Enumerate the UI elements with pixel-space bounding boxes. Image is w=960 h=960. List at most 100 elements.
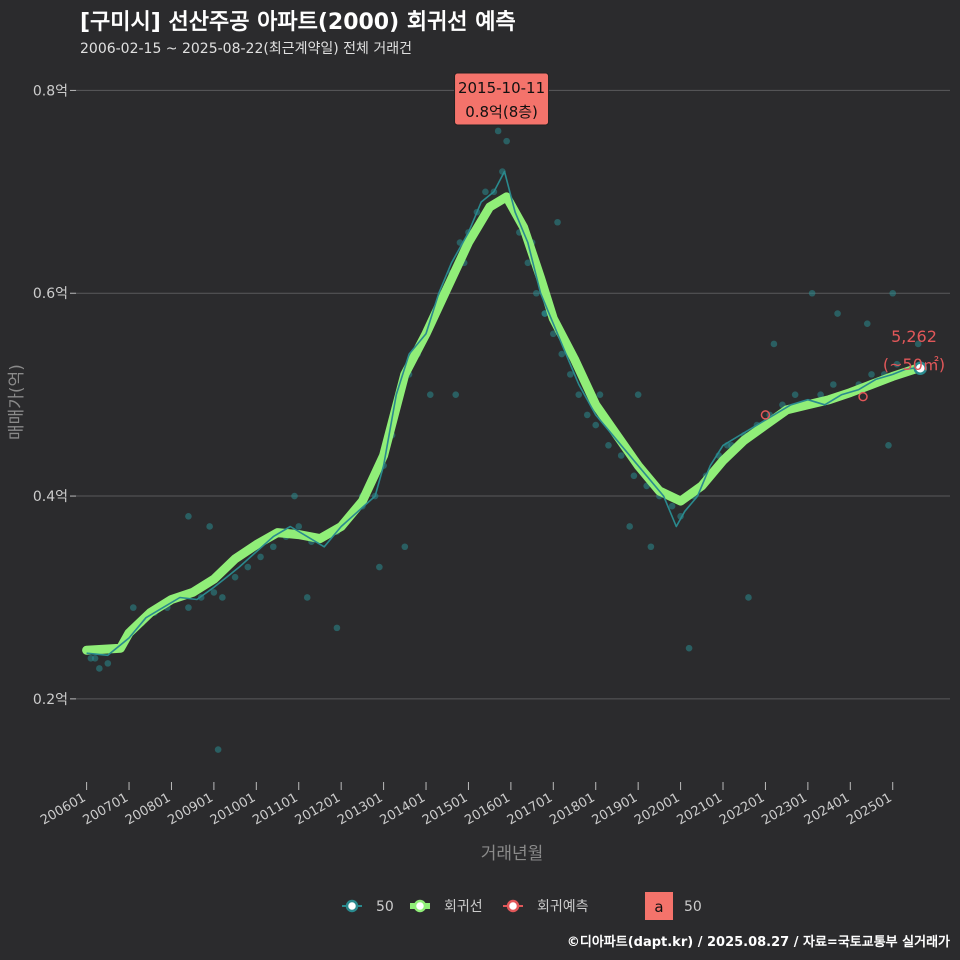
series-50-point <box>605 442 612 449</box>
series-50-point <box>791 391 799 398</box>
series-50-point <box>830 381 837 388</box>
series-50-point <box>626 523 633 530</box>
y-tick-label: 0.6억 <box>33 286 68 302</box>
legend-label: 회귀예측 <box>537 899 589 915</box>
series-50-point <box>104 660 112 667</box>
x-axis-label: 거래년월 <box>481 844 544 864</box>
legend: 50 회귀선 회귀예측 a 50 <box>342 892 702 920</box>
peak-label-box <box>454 72 550 126</box>
x-tick-label: 201701 <box>505 790 555 828</box>
series-50-points <box>87 87 922 753</box>
series-50-point <box>295 523 303 530</box>
series-50-point <box>503 137 510 145</box>
x-tick-label: 201901 <box>590 790 640 828</box>
x-tick-label: 202301 <box>759 790 809 828</box>
series-50-point <box>185 604 192 611</box>
series-50-point <box>494 127 502 135</box>
series-50-point <box>550 330 557 338</box>
series-50-point <box>533 289 540 297</box>
regression-line <box>82 192 925 655</box>
y-tick-label: 0.4억 <box>33 489 68 505</box>
series-50-point <box>834 310 841 317</box>
series-50-point <box>210 589 218 596</box>
series-50-point <box>482 188 489 196</box>
series-50-point <box>583 411 591 419</box>
x-tick-label: 202101 <box>675 790 725 828</box>
series-50-point <box>269 543 277 551</box>
series-50-point <box>863 320 871 327</box>
series-50-point <box>91 655 99 662</box>
last-point-marker <box>913 361 928 376</box>
series-50-point <box>685 644 693 652</box>
x-tick-label: 201401 <box>378 790 428 828</box>
series-50-point <box>452 391 460 398</box>
regression-line-group <box>82 192 925 655</box>
legend-key-glyph: a <box>654 898 663 916</box>
series-50-point <box>554 218 561 226</box>
series-50-line <box>86 170 921 657</box>
x-tick-label: 200901 <box>165 790 215 828</box>
series-50-point <box>575 391 583 398</box>
series-50-point <box>401 543 409 551</box>
x-tick-label: 201201 <box>293 790 343 828</box>
y-tick-label: 0.8억 <box>33 83 68 99</box>
series-50-point <box>647 543 655 551</box>
series-50-point <box>214 746 222 753</box>
legend-key-marker <box>345 899 359 913</box>
series-50-point <box>558 350 566 358</box>
forecast-point <box>760 410 771 420</box>
x-tick-label: 201801 <box>547 790 597 828</box>
forecast-points <box>760 391 868 420</box>
x-tick-label: 201001 <box>208 790 258 828</box>
series-50-point <box>566 371 574 378</box>
legend-key-marker <box>506 899 520 913</box>
y-tick-labels: 0.2억 0.4억 0.6억 0.8억 <box>33 83 68 707</box>
x-tick-label: 202401 <box>802 790 852 828</box>
series-50-point <box>634 391 642 398</box>
series-50-point <box>129 604 137 611</box>
series-50-point <box>291 492 298 500</box>
series-50-point <box>96 665 103 672</box>
series-50-point <box>541 310 549 317</box>
annotations: 2015-10-11 0.8억(8층) 5,262 (~50㎡) <box>454 72 945 376</box>
forecast-point <box>858 391 868 402</box>
series-50-point <box>206 523 213 530</box>
series-50-point <box>219 594 226 601</box>
series-50-line-group <box>86 170 921 657</box>
x-tick-label: 202501 <box>844 790 894 828</box>
series-50-point <box>333 624 341 632</box>
series-50-point <box>524 259 532 267</box>
legend-label: 회귀선 <box>444 899 483 915</box>
chart-subtitle: 2006-02-15 ~ 2025-08-22(최근계약일) 전체 거래건 <box>80 41 412 57</box>
series-50-point <box>893 360 901 368</box>
series-50-point <box>244 563 252 571</box>
series-50-point <box>914 340 922 348</box>
chart-title: [구미시] 선산주공 아파트(2000) 회귀선 예측 <box>80 10 516 35</box>
series-50-point <box>303 594 311 601</box>
series-50-point <box>426 391 434 398</box>
series-50-point <box>257 553 264 561</box>
series-50-point <box>745 594 752 601</box>
x-tick-labels: 2006012007012008012009012010012011012012… <box>38 790 895 828</box>
legend-key-marker <box>413 899 427 913</box>
end-label-area: (~50㎡) <box>883 355 945 374</box>
series-50-point <box>889 289 897 297</box>
series-50-point <box>231 573 239 581</box>
series-50-point <box>592 421 600 429</box>
series-50-point <box>808 289 816 297</box>
series-50-point <box>617 452 625 459</box>
series-50-point <box>770 340 778 348</box>
legend-key-box <box>645 892 673 920</box>
x-tick-label: 202201 <box>717 790 767 828</box>
end-label-value: 5,262 <box>891 327 937 346</box>
series-50-point <box>185 513 192 520</box>
series-50-point <box>596 391 604 398</box>
series-50-point <box>668 502 676 510</box>
series-50-point <box>630 472 638 480</box>
y-tick-label: 0.2억 <box>33 692 68 708</box>
footer-credit: ©디아파트(dapt.kr) / 2025.08.27 / 자료=국토교통부 실… <box>566 935 950 950</box>
x-tick-label: 201101 <box>250 790 300 828</box>
series-50-point <box>885 442 892 449</box>
x-tick-label: 202001 <box>632 790 682 828</box>
